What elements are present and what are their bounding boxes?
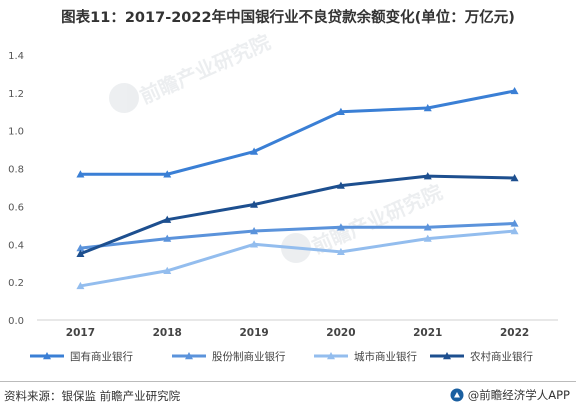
data-point	[163, 266, 172, 274]
data-point	[423, 223, 432, 231]
data-point	[510, 86, 519, 95]
data-point	[336, 247, 345, 256]
series-layer	[76, 86, 519, 290]
series-line	[79, 174, 515, 256]
legend-item: 城市商业银行	[314, 350, 417, 363]
y-tick-label: 0.4	[8, 240, 24, 251]
x-tick-label: 2017	[66, 327, 95, 339]
y-tick-label: 0.8	[8, 165, 24, 176]
x-tick-label: 2020	[326, 327, 355, 339]
data-point	[76, 249, 85, 257]
legend-label: 国有商业银行	[70, 350, 133, 363]
data-point	[250, 227, 259, 235]
x-tick-label: 2022	[500, 327, 529, 339]
data-point	[423, 172, 432, 180]
y-tick-label: 1.2	[8, 89, 24, 100]
series-group	[76, 172, 519, 257]
y-tick-label: 0.0	[8, 316, 24, 327]
data-point	[336, 223, 345, 231]
data-point	[510, 227, 519, 235]
series-line	[80, 221, 515, 250]
data-point	[163, 170, 172, 178]
data-point	[250, 147, 259, 155]
legend-label: 农村商业银行	[470, 350, 533, 363]
watermark-text: 前瞻产业研究院	[136, 30, 274, 109]
x-tick-label: 2019	[239, 327, 268, 339]
legend-label: 股份制商业银行	[212, 350, 286, 363]
legend-item: 国有商业银行	[30, 350, 133, 363]
legend-marker	[443, 352, 451, 360]
x-axis: 2017 2018 2019 2020 2021 2022	[66, 327, 529, 339]
data-point	[250, 200, 259, 208]
footer-divider	[0, 381, 576, 382]
data-point	[250, 240, 259, 248]
brand-text: @前瞻经济学人APP	[467, 388, 570, 402]
data-point	[163, 215, 172, 223]
series-line	[80, 89, 515, 176]
legend-marker	[185, 352, 193, 360]
y-axis: 0.0 0.2 0.4 0.6 0.8 1.0 1.2 1.4	[8, 51, 24, 327]
legend-label: 城市商业银行	[354, 350, 417, 363]
legend-item: 股份制商业银行	[172, 350, 286, 363]
legend: 国有商业银行 股份制商业银行 城市商业银行 农村商业银行	[30, 350, 533, 363]
data-point	[336, 181, 345, 189]
series-group	[76, 219, 519, 252]
data-point	[510, 174, 519, 182]
legend-marker	[327, 352, 335, 360]
x-tick-label: 2018	[153, 327, 182, 339]
legend-marker	[43, 352, 51, 360]
data-point	[76, 170, 85, 178]
x-tick-label: 2021	[413, 327, 442, 339]
series-group	[76, 227, 519, 290]
y-tick-label: 0.6	[8, 202, 24, 213]
series-line	[80, 229, 515, 288]
legend-item: 农村商业银行	[430, 350, 533, 363]
data-point	[76, 244, 85, 252]
data-point	[336, 107, 345, 115]
y-tick-label: 0.2	[8, 278, 24, 289]
y-tick-label: 1.0	[8, 127, 24, 138]
data-point	[423, 104, 432, 112]
line-chart: 前瞻产业研究院 前瞻产业研究院 0.00.20.40.60.81.01.21.4…	[8, 30, 558, 363]
series-group	[76, 86, 519, 178]
brand: @前瞻经济学人APP	[450, 387, 570, 403]
watermark-logo-icon	[109, 83, 139, 113]
source-note: 资料来源：银保监 前瞻产业研究院	[4, 389, 181, 403]
data-point	[510, 219, 519, 227]
watermark-top: 前瞻产业研究院	[109, 30, 274, 113]
y-tick-label: 1.4	[8, 51, 24, 62]
data-point	[76, 281, 85, 290]
qianzhan-logo-icon	[450, 388, 464, 402]
chart-title: 图表11：2017-2022年中国银行业不良贷款余额变化(单位：万亿元)	[61, 10, 515, 26]
data-point	[423, 234, 432, 242]
data-point	[163, 234, 172, 242]
